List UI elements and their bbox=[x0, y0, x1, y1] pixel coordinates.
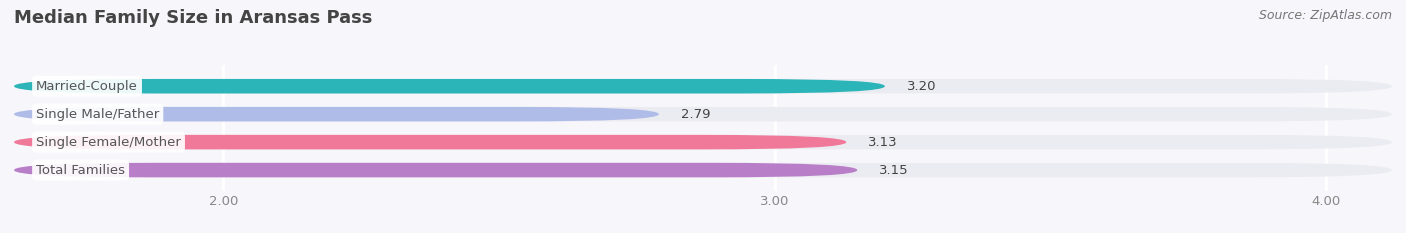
Text: Source: ZipAtlas.com: Source: ZipAtlas.com bbox=[1258, 9, 1392, 22]
FancyBboxPatch shape bbox=[14, 163, 1392, 177]
FancyBboxPatch shape bbox=[14, 135, 846, 149]
Text: Married-Couple: Married-Couple bbox=[37, 80, 138, 93]
Text: 3.15: 3.15 bbox=[879, 164, 910, 177]
FancyBboxPatch shape bbox=[14, 107, 1392, 121]
Text: Total Families: Total Families bbox=[37, 164, 125, 177]
Text: 2.79: 2.79 bbox=[681, 108, 710, 121]
FancyBboxPatch shape bbox=[14, 163, 858, 177]
Text: Median Family Size in Aransas Pass: Median Family Size in Aransas Pass bbox=[14, 9, 373, 27]
Text: 3.13: 3.13 bbox=[869, 136, 898, 149]
FancyBboxPatch shape bbox=[14, 107, 659, 121]
Text: Single Male/Father: Single Male/Father bbox=[37, 108, 159, 121]
FancyBboxPatch shape bbox=[14, 79, 1392, 93]
FancyBboxPatch shape bbox=[14, 135, 1392, 149]
FancyBboxPatch shape bbox=[14, 79, 884, 93]
Text: 3.20: 3.20 bbox=[907, 80, 936, 93]
Text: Single Female/Mother: Single Female/Mother bbox=[37, 136, 181, 149]
